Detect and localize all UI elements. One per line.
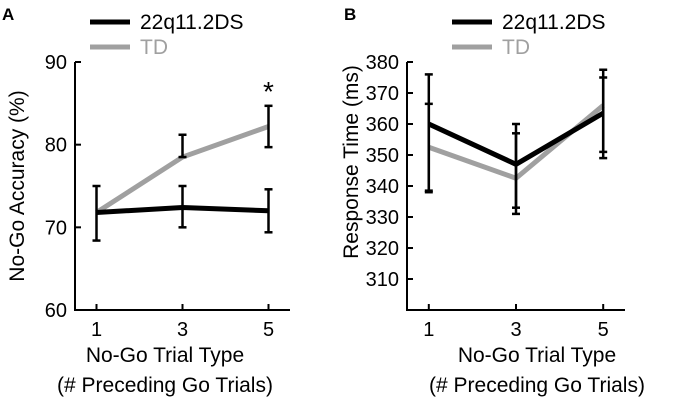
axes-b: 310 320 330 340 350 360 370 380 1 3 5	[366, 52, 625, 341]
panel-a: A 22q11.2DS TD 60 70 80 90 1 3 5 * No-Go Trial…	[2, 5, 290, 397]
panel-a-x-tick-label: 5	[263, 319, 274, 341]
legend-label-ds: 22q11.2DS	[502, 11, 606, 34]
y-axis-title-b: Response Time (ms)	[340, 65, 363, 259]
panel-b-y-tick-label: 360	[366, 114, 399, 136]
panel-a-x-tick-label: 1	[91, 319, 102, 341]
x-axis-title-a-line1: No-Go Trial Type	[86, 344, 244, 367]
panel-b-x-tick-label: 1	[423, 319, 434, 341]
panel-b-y-tick-label: 310	[366, 269, 399, 291]
legend-b: 22q11.2DS TD	[452, 11, 606, 59]
panel-b-y-tick-label: 320	[366, 238, 399, 260]
legend-label-td: TD	[502, 36, 530, 59]
panel-b-y-tick-label: 340	[366, 176, 399, 198]
panel-b-x-tick-label: 5	[598, 319, 609, 341]
panel-a-y-tick-label: 90	[45, 52, 67, 74]
panel-b-y-tick-label: 370	[366, 83, 399, 105]
y-axis-title-a: No-Go Accuracy (%)	[6, 90, 29, 281]
panel-a-x-tick-label: 3	[177, 319, 188, 341]
panel-letter-b: B	[344, 5, 356, 24]
x-axis-title-a-line2: (# Preceding Go Trials)	[57, 374, 273, 397]
axes-a: 60 70 80 90 1 3 5	[45, 52, 290, 341]
panel-b: B 22q11.2DS TD 310 320 330 340 350 360 370 380 1…	[340, 5, 645, 397]
panel-b-x-tick-label: 3	[510, 319, 521, 341]
panel-letter-a: A	[2, 5, 14, 24]
panel-b-y-tick-label: 380	[366, 52, 399, 74]
series-b	[424, 68, 608, 216]
x-axis-title-b-line2: (# Preceding Go Trials)	[429, 374, 645, 397]
x-axis-title-b-line1: No-Go Trial Type	[458, 344, 616, 367]
panel-b-y-tick-label: 350	[366, 145, 399, 167]
legend-label-td: TD	[140, 36, 168, 59]
panel-a-y-tick-label: 70	[45, 217, 67, 239]
panel-b-axis-lines	[406, 62, 625, 311]
panel-a-y-tick-label: 60	[45, 300, 67, 322]
legend-label-ds: 22q11.2DS	[140, 11, 244, 34]
panel-b-y-tick-label: 330	[366, 207, 399, 229]
panel-a-y-tick-label: 80	[45, 135, 67, 157]
series-a: *	[92, 76, 274, 242]
panel-a-significance-asterisk: *	[263, 76, 274, 107]
legend-a: 22q11.2DS TD	[90, 11, 244, 59]
